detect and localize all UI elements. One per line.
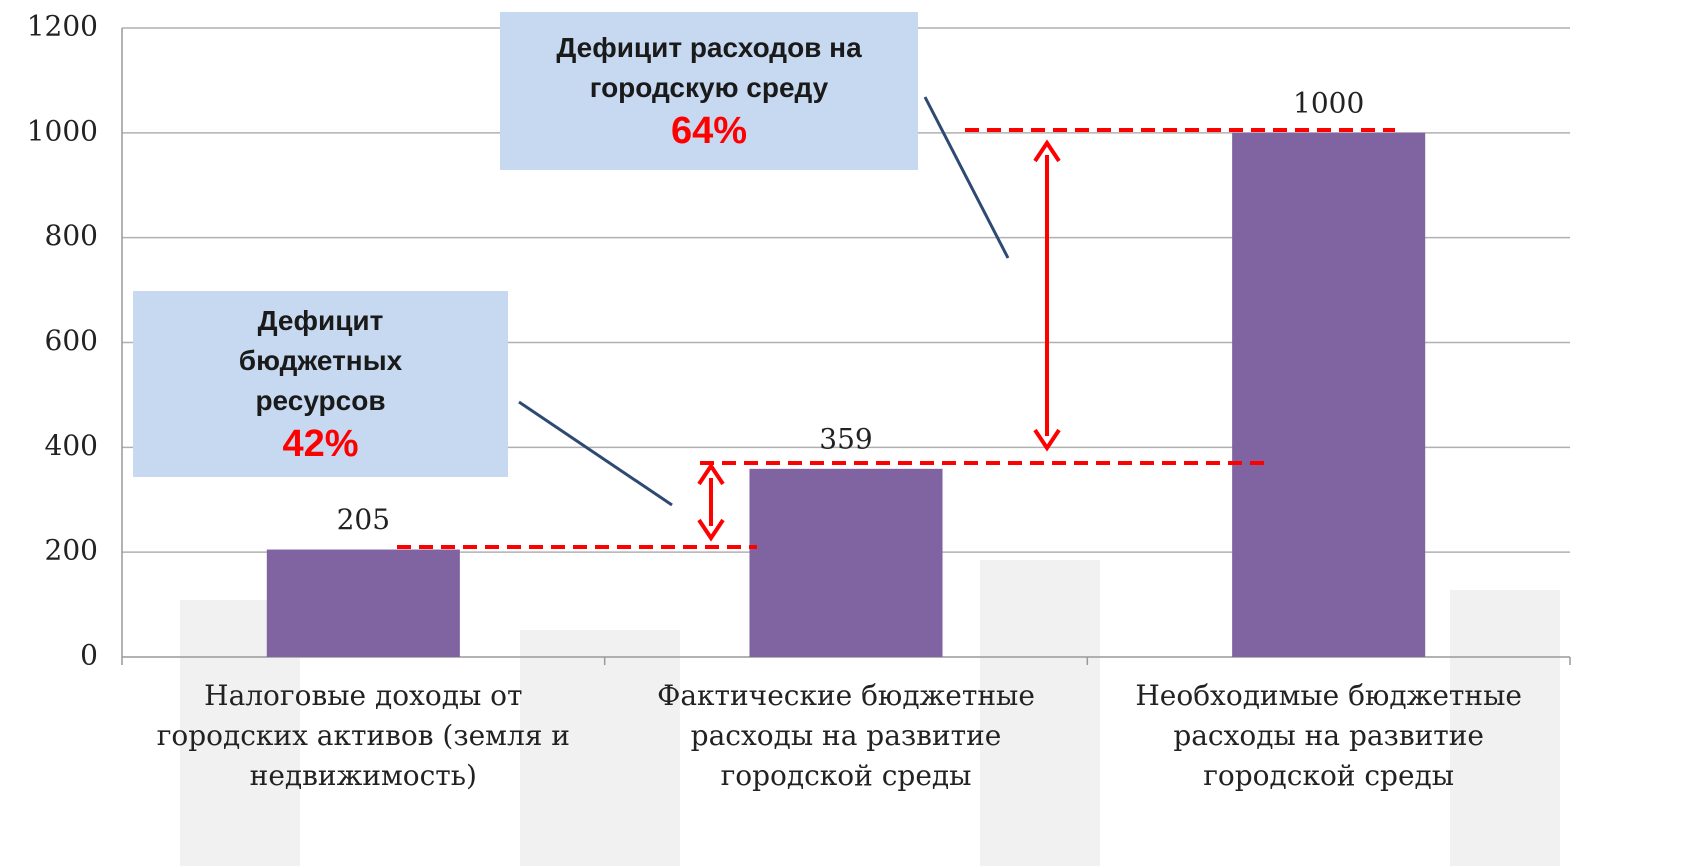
y-tick-label: 1200	[27, 10, 98, 43]
value-label: 205	[337, 503, 390, 536]
x-tick-label: Фактические бюджетные расходы на развити…	[611, 676, 1081, 796]
value-label: 1000	[1293, 86, 1364, 119]
bar	[1232, 133, 1425, 657]
page: 0 200 400 600 800 1000 1200 205 359 1000 Дефицит …	[0, 0, 1707, 866]
bar	[749, 469, 942, 657]
annotation-percent: 64%	[671, 108, 747, 154]
x-tick-label: Налоговые доходы от городских активов (з…	[128, 676, 598, 796]
x-tick-label: Необходимые бюджетные расходы на развити…	[1094, 676, 1564, 796]
y-tick-label: 400	[45, 429, 98, 462]
annotation-box: Дефицит бюджетных ресурсов 42%	[133, 291, 508, 477]
y-tick-label: 1000	[27, 114, 98, 147]
y-tick-label: 600	[45, 324, 98, 357]
y-tick-label: 200	[45, 534, 98, 567]
annotation-percent: 42%	[282, 421, 358, 467]
annotation-text: Дефицит бюджетных ресурсов	[203, 301, 438, 421]
y-tick-label: 800	[45, 219, 98, 252]
annotation-text: Дефицит расходов на городскую среду	[520, 28, 898, 108]
value-label: 359	[819, 422, 872, 455]
y-tick-label: 0	[80, 639, 98, 672]
bar	[267, 550, 460, 657]
annotation-box: Дефицит расходов на городскую среду 64%	[500, 12, 918, 170]
